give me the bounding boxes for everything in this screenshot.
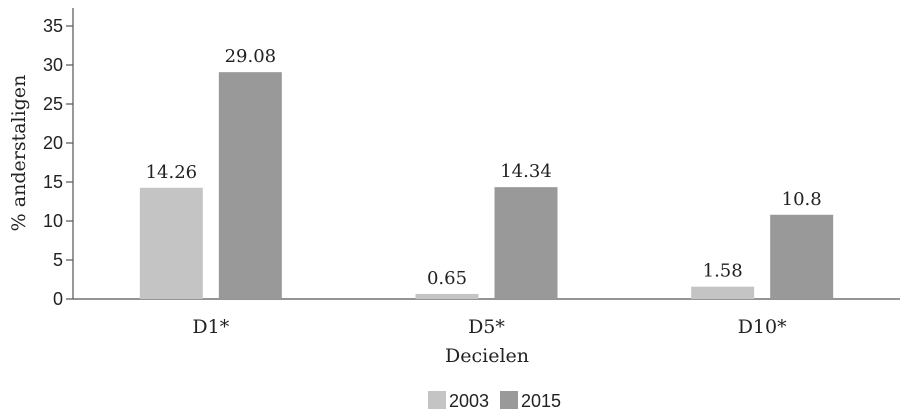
bar-value-label: 1.58 <box>703 261 743 282</box>
y-tick-label: 20 <box>43 133 63 153</box>
legend-swatch-2003 <box>428 391 446 409</box>
legend-swatch-2015 <box>500 391 518 409</box>
legend-label-2003: 2003 <box>449 391 489 411</box>
bar-2003-D1 <box>139 187 203 299</box>
y-tick-label: 15 <box>43 172 63 192</box>
legend-label-2015: 2015 <box>521 391 561 411</box>
bar-value-label: 0.65 <box>427 268 467 289</box>
y-tick-label: 30 <box>43 55 63 75</box>
y-tick-label: 10 <box>43 211 63 231</box>
bar-2015-D5 <box>494 187 558 299</box>
bar-value-label: 10.8 <box>782 189 822 210</box>
y-axis-title: % anderstaligen <box>8 75 30 232</box>
y-tick-label: 25 <box>43 94 63 114</box>
bar-value-label: 29.08 <box>225 46 277 67</box>
data-labels: 14.26 29.08 0.65 14.34 1.58 10.8 <box>146 46 822 289</box>
category-labels: D1* D5* D10* <box>192 316 787 338</box>
y-tick-label: 35 <box>43 16 63 36</box>
bar-value-label: 14.34 <box>500 161 552 182</box>
bar-2003-D5 <box>415 293 479 299</box>
bar-2003-D10 <box>691 286 755 299</box>
y-tick-label: 5 <box>53 250 63 270</box>
bar-2015-D10 <box>770 214 834 299</box>
category-label: D10* <box>738 316 787 338</box>
y-tick-label: 0 <box>53 289 63 309</box>
x-axis-title: Decielen <box>445 345 529 367</box>
bar-value-label: 14.26 <box>146 162 198 183</box>
category-label: D1* <box>192 316 229 338</box>
bars <box>139 72 834 300</box>
bar-2015-D1 <box>218 72 282 300</box>
legend: 2003 2015 <box>428 391 561 411</box>
y-axis-ticks: 0 5 10 15 20 25 30 35 <box>43 16 73 309</box>
category-label: D5* <box>468 316 505 338</box>
